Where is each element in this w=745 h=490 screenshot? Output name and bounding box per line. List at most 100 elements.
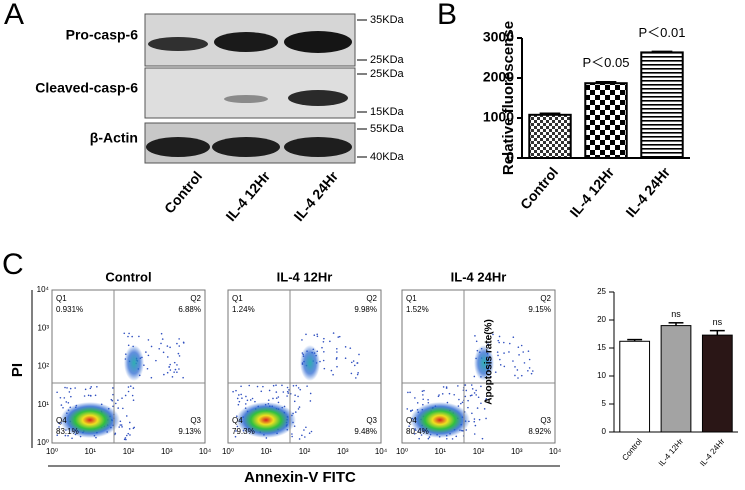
event-dot bbox=[477, 396, 480, 399]
event-dot bbox=[87, 394, 90, 397]
size-marker: 25KDa bbox=[370, 54, 405, 66]
event-dot bbox=[282, 391, 285, 393]
event-dot bbox=[63, 397, 66, 399]
event-dot bbox=[480, 402, 482, 405]
event-dot bbox=[522, 351, 525, 353]
bar-label: P＜0.05 bbox=[583, 55, 630, 70]
event-dot bbox=[323, 337, 325, 340]
event-dot bbox=[485, 417, 487, 420]
event-dot bbox=[322, 359, 325, 362]
event-dot bbox=[169, 346, 171, 349]
size-marker: 15KDa bbox=[370, 106, 405, 118]
event-dot bbox=[308, 432, 311, 435]
event-dot bbox=[117, 407, 119, 409]
event-dot bbox=[418, 437, 420, 440]
event-dot bbox=[498, 335, 501, 338]
event-dot bbox=[471, 394, 473, 397]
event-dot bbox=[124, 394, 127, 397]
event-dot bbox=[120, 424, 123, 426]
quadrant-name: Q2 bbox=[366, 294, 377, 303]
y-tick-label: 10⁴ bbox=[37, 285, 50, 294]
event-dot bbox=[329, 340, 331, 343]
event-dot bbox=[514, 374, 516, 377]
event-dot bbox=[178, 345, 181, 347]
event-dot bbox=[241, 397, 243, 399]
event-dot bbox=[150, 376, 153, 379]
event-dot bbox=[234, 435, 237, 438]
size-marker: 35KDa bbox=[370, 14, 405, 26]
event-dot bbox=[128, 428, 131, 430]
quadrant-name: Q4 bbox=[406, 416, 417, 425]
event-dot bbox=[56, 391, 58, 394]
event-dot bbox=[178, 368, 180, 370]
event-dot bbox=[445, 387, 448, 389]
event-dot bbox=[173, 361, 176, 364]
x-tick-label: IL-4 24Hr bbox=[698, 437, 727, 469]
y-tick-label: 2000 bbox=[483, 69, 514, 85]
event-dot bbox=[150, 345, 153, 348]
event-dot bbox=[64, 434, 67, 437]
event-dot bbox=[129, 434, 131, 436]
event-dot bbox=[301, 434, 303, 437]
blot-row-label: Pro-casp-6 bbox=[66, 27, 139, 43]
event-dot bbox=[232, 390, 234, 393]
event-dot bbox=[352, 360, 355, 362]
event-dot bbox=[469, 394, 472, 397]
x-tick-label: 10³ bbox=[337, 447, 349, 456]
event-dot bbox=[309, 400, 312, 402]
event-dot bbox=[84, 388, 87, 391]
event-dot bbox=[162, 351, 165, 354]
quadrant-percent: 0.931% bbox=[56, 305, 83, 314]
event-dot bbox=[133, 426, 136, 429]
event-dot bbox=[497, 339, 500, 342]
event-dot bbox=[123, 332, 126, 335]
event-dot bbox=[57, 422, 60, 424]
event-dot bbox=[119, 424, 122, 426]
event-dot bbox=[476, 407, 479, 409]
event-dot bbox=[475, 389, 477, 392]
event-dot bbox=[481, 437, 484, 440]
event-dot bbox=[465, 389, 468, 392]
x-tick-label: Control bbox=[620, 437, 644, 463]
event-dot bbox=[174, 368, 177, 371]
bar bbox=[701, 334, 733, 433]
event-dot bbox=[422, 394, 424, 396]
event-dot bbox=[277, 401, 280, 404]
event-dot bbox=[332, 332, 335, 334]
x-tick-label: IL-4 12Hr bbox=[566, 164, 617, 221]
event-dot bbox=[146, 367, 149, 370]
event-dot bbox=[427, 437, 430, 440]
event-dot bbox=[66, 387, 68, 389]
event-dot bbox=[503, 352, 505, 354]
event-dot bbox=[497, 354, 499, 357]
x-tick-label: 10⁰ bbox=[396, 447, 408, 456]
event-dot bbox=[249, 399, 252, 401]
event-dot bbox=[527, 369, 529, 372]
event-dot bbox=[423, 389, 425, 392]
x-tick-label: 10⁴ bbox=[199, 447, 212, 456]
quadrant-name: Q3 bbox=[190, 416, 201, 425]
y-tick-label: 15 bbox=[597, 343, 606, 352]
event-dot bbox=[127, 344, 130, 347]
event-dot bbox=[473, 433, 476, 435]
event-dot bbox=[427, 398, 429, 401]
event-dot bbox=[132, 399, 135, 402]
panel-label: B bbox=[437, 0, 457, 31]
quadrant-name: Q3 bbox=[540, 416, 551, 425]
event-dot bbox=[166, 371, 169, 374]
band bbox=[284, 137, 352, 157]
event-dot bbox=[528, 367, 531, 369]
y-tick-label: 10 bbox=[597, 371, 606, 380]
event-dot bbox=[297, 408, 300, 410]
event-dot bbox=[138, 335, 140, 338]
event-dot bbox=[478, 418, 481, 421]
x-tick-label: 10² bbox=[473, 447, 485, 456]
event-dot bbox=[408, 425, 410, 427]
event-dot bbox=[90, 386, 93, 388]
event-dot bbox=[512, 360, 514, 362]
event-dot bbox=[68, 391, 71, 393]
event-dot bbox=[413, 433, 416, 435]
event-dot bbox=[499, 364, 502, 366]
quadrant-name: Q4 bbox=[56, 416, 67, 425]
event-dot bbox=[323, 367, 326, 370]
